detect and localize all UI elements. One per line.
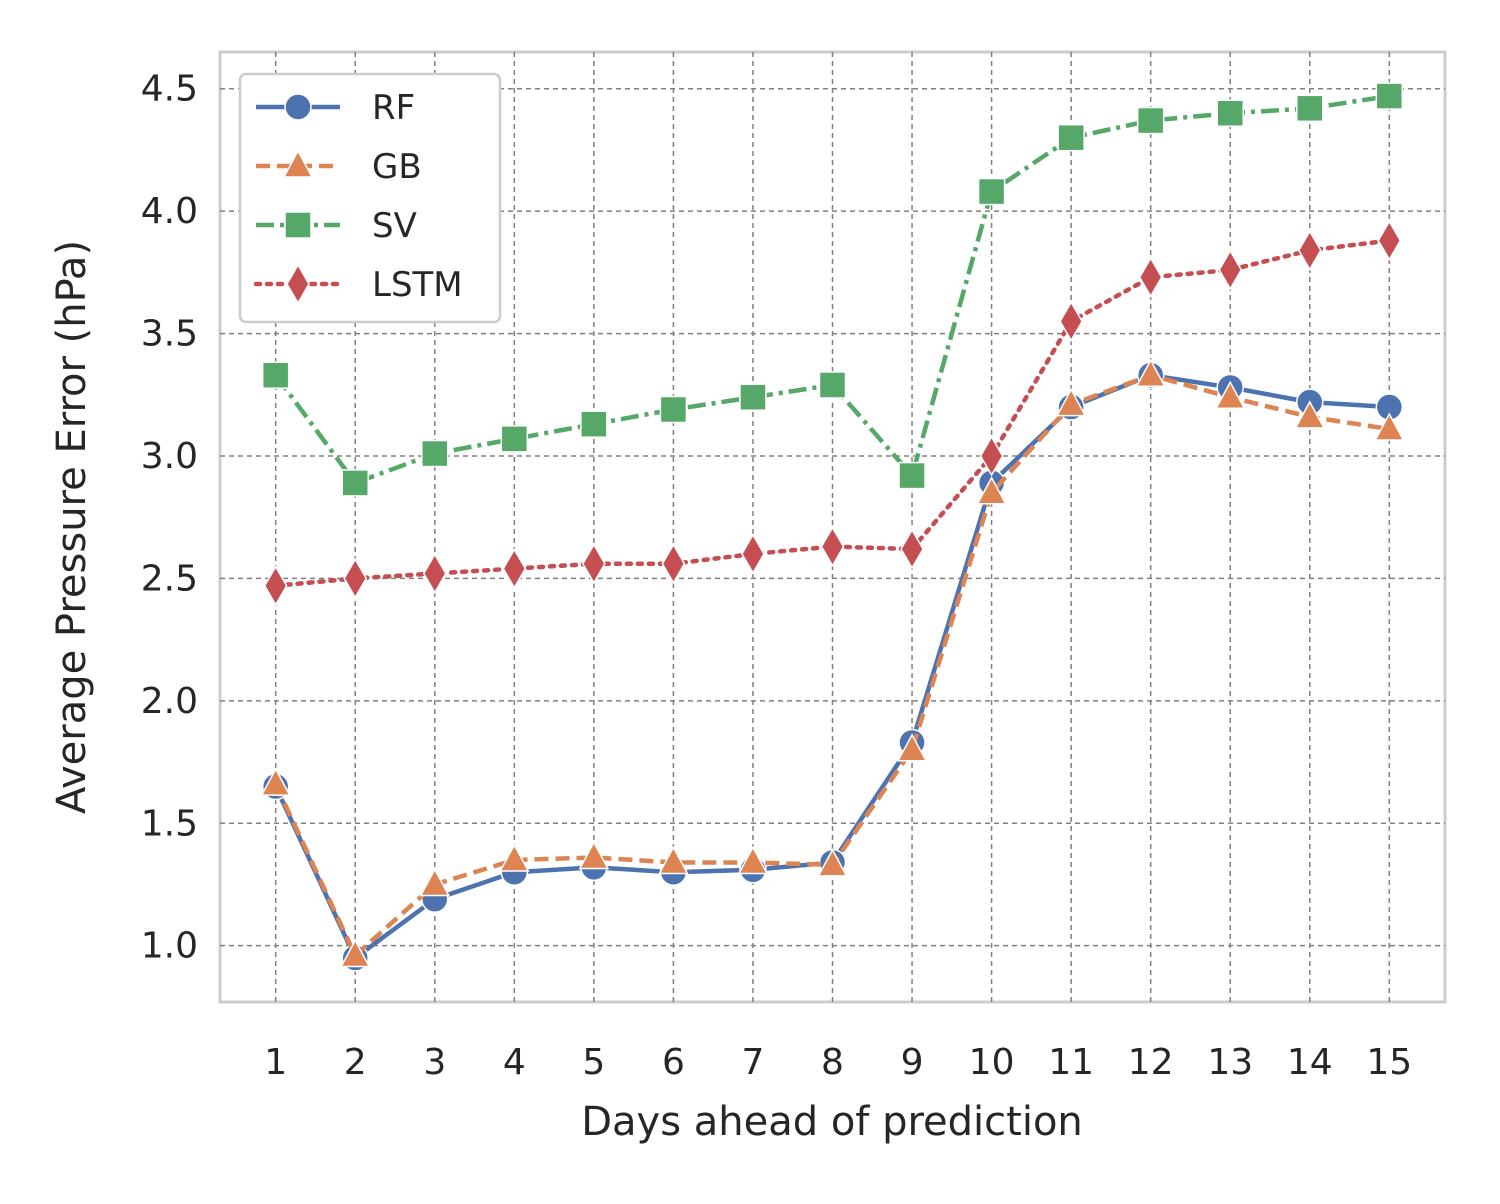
legend: RF GB SV LSTM xyxy=(238,72,502,324)
legend-frame xyxy=(238,72,502,324)
data-point-sv xyxy=(580,410,608,438)
x-axis-ticks: 1 2 3 4 5 6 7 8 9 10 11 12 13 14 15 xyxy=(264,1042,1412,1083)
data-point-lstm xyxy=(661,543,686,585)
y-tick-label: 2.5 xyxy=(141,558,198,599)
data-point-lstm xyxy=(900,528,924,570)
series-sv xyxy=(261,82,1404,497)
x-tick-label: 15 xyxy=(1366,1042,1412,1083)
data-point-gb xyxy=(1294,400,1326,429)
legend-label: RF xyxy=(372,88,415,128)
data-point-gb xyxy=(1055,387,1087,417)
y-tick-label: 2.0 xyxy=(141,681,198,722)
data-point-gb xyxy=(1214,380,1246,409)
x-tick-label: 7 xyxy=(742,1042,765,1083)
series-gb xyxy=(260,358,1405,968)
data-point-sv xyxy=(341,469,369,497)
data-point-lstm xyxy=(422,553,447,595)
y-tick-label: 3.5 xyxy=(141,314,198,355)
data-point-sv xyxy=(421,439,449,468)
data-point-lstm xyxy=(343,557,368,599)
x-tick-label: 10 xyxy=(969,1042,1015,1083)
legend-label: LSTM xyxy=(372,265,463,305)
data-point-sv xyxy=(898,461,926,490)
data-point-lstm xyxy=(1138,256,1163,298)
y-tick-label: 1.5 xyxy=(141,803,198,844)
data-point-lstm xyxy=(1218,249,1243,291)
legend-item-rf: RF xyxy=(256,88,415,128)
x-tick-label: 2 xyxy=(344,1042,367,1083)
data-point-sv xyxy=(500,425,529,453)
series-layer xyxy=(260,82,1405,972)
data-point-sv xyxy=(977,177,1006,206)
series-lstm xyxy=(263,220,1402,607)
data-point-gb xyxy=(419,867,451,897)
data-point-gb xyxy=(260,767,291,796)
y-tick-label: 4.5 xyxy=(141,69,198,110)
y-axis-ticks: 1.0 1.5 2.0 2.5 3.0 3.5 4.0 4.5 xyxy=(141,69,198,967)
data-point-gb xyxy=(578,840,610,870)
legend-marker xyxy=(286,263,310,305)
data-point-sv xyxy=(818,371,847,399)
data-point-sv xyxy=(261,361,290,389)
data-point-gb xyxy=(658,845,689,875)
y-tick-label: 1.0 xyxy=(141,926,198,967)
data-point-lstm xyxy=(1377,220,1402,262)
data-point-sv xyxy=(1057,123,1085,152)
x-tick-label: 4 xyxy=(503,1042,526,1083)
data-point-lstm xyxy=(979,435,1004,477)
legend-label: GB xyxy=(372,147,422,187)
x-tick-label: 9 xyxy=(901,1042,924,1083)
x-tick-label: 13 xyxy=(1207,1042,1253,1083)
x-axis-title: Days ahead of prediction xyxy=(581,1099,1083,1145)
data-point-lstm xyxy=(1297,229,1322,271)
y-tick-label: 3.0 xyxy=(141,436,198,477)
legend-item-lstm: LSTM xyxy=(253,263,463,305)
data-point-lstm xyxy=(263,565,288,607)
x-tick-label: 5 xyxy=(582,1042,605,1083)
series-line-lstm xyxy=(273,238,1392,589)
data-point-sv xyxy=(1375,82,1404,110)
legend-marker xyxy=(284,211,312,239)
data-point-gb xyxy=(737,845,769,875)
y-axis-title: Average Pressure Error (hPa) xyxy=(49,240,95,814)
data-point-gb xyxy=(976,476,1007,505)
legend-item-sv: SV xyxy=(256,206,417,246)
data-point-sv xyxy=(739,383,767,411)
data-point-lstm xyxy=(1059,300,1084,342)
legend-label: SV xyxy=(372,206,417,246)
data-point-gb xyxy=(339,938,371,968)
grid xyxy=(220,52,1445,1002)
legend-marker xyxy=(284,93,312,121)
data-point-sv xyxy=(659,395,688,424)
data-point-sv xyxy=(1216,99,1244,127)
data-point-lstm xyxy=(581,543,606,585)
x-tick-label: 8 xyxy=(821,1042,844,1083)
x-tick-label: 11 xyxy=(1048,1042,1094,1083)
data-point-sv xyxy=(1136,106,1165,135)
x-tick-label: 12 xyxy=(1128,1042,1174,1083)
legend-marker xyxy=(282,149,314,178)
y-tick-label: 4.0 xyxy=(141,191,198,232)
data-point-gb xyxy=(896,733,928,762)
data-point-sv xyxy=(1296,94,1324,123)
data-point-lstm xyxy=(741,533,765,575)
x-tick-label: 1 xyxy=(264,1042,287,1083)
data-point-gb xyxy=(1374,412,1405,441)
data-point-gb xyxy=(1135,358,1166,387)
x-tick-label: 6 xyxy=(662,1042,685,1083)
x-tick-label: 14 xyxy=(1287,1042,1333,1083)
data-point-lstm xyxy=(820,526,845,568)
x-tick-label: 3 xyxy=(423,1042,446,1083)
data-point-lstm xyxy=(502,548,527,590)
data-point-gb xyxy=(499,843,530,872)
legend-item-gb: GB xyxy=(256,147,422,187)
data-point-gb xyxy=(817,848,848,877)
